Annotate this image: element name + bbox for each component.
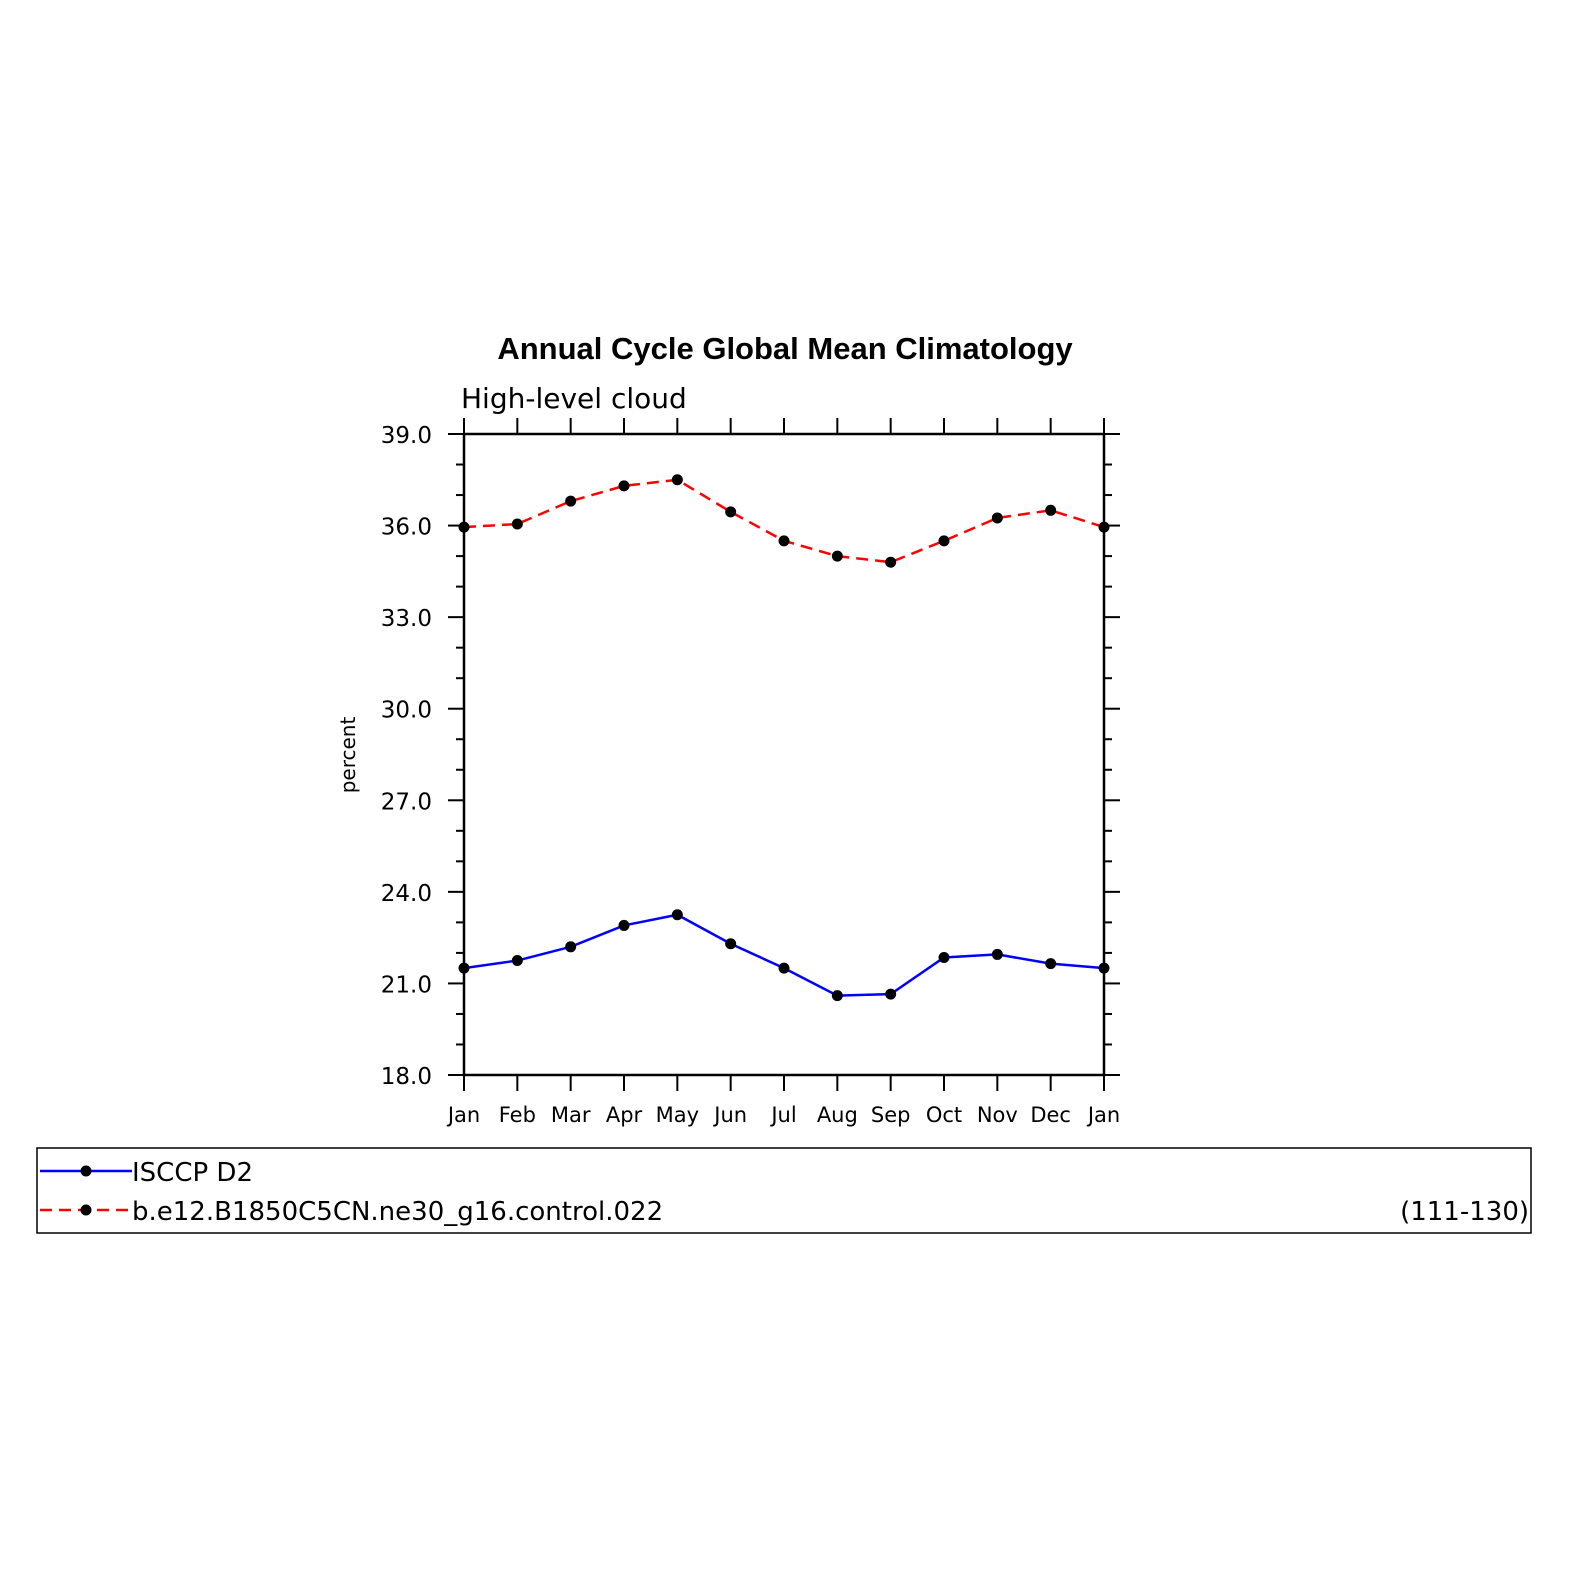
x-tick-label: Dec [1030,1103,1071,1127]
series-1-point [778,535,790,547]
legend-label-model: b.e12.B1850C5CN.ne30_g16.control.022 [132,1197,663,1227]
legend-box [36,1147,1532,1234]
plot-frame [462,432,1106,1077]
x-tick-label: Apr [606,1103,643,1127]
series-1-point [938,535,950,547]
series-1-point [991,512,1003,524]
series-1-point [831,550,843,562]
series-layer [458,474,1110,1002]
y-tick-label: 18.0 [381,1064,432,1090]
y-tick-label: 39.0 [381,423,432,449]
x-tick-label: Jan [1086,1103,1120,1127]
series-1-point [1045,504,1057,516]
series-1-point [565,495,577,507]
series-0-point [565,941,577,953]
x-tick-label: Jun [712,1103,747,1127]
series-1-point [618,480,630,492]
x-tick-label: Jan [446,1103,480,1127]
series-0-point [831,990,843,1002]
x-tick-label: Aug [817,1103,858,1127]
series-1-point [725,506,737,518]
series-0-point [1045,958,1057,970]
series-0-point [938,951,950,963]
y-tick-label: 24.0 [381,881,432,907]
y-axis-label: percent [336,717,360,794]
series-1-point [885,556,897,568]
series-0-point [991,948,1003,960]
legend-marker-model [80,1204,92,1216]
series-1-point [511,518,523,530]
series-0-point [511,955,523,967]
legend: ISCCP D2 b.e12.B1850C5CN.ne30_g16.contro… [36,1147,1532,1234]
series-line-1 [463,478,1105,564]
y-tick-label: 30.0 [381,698,432,724]
x-tick-label: Jul [769,1103,796,1127]
axis-ticks [448,418,1120,1091]
legend-years: (111-130) [1400,1197,1529,1227]
legend-label-isccp: ISCCP D2 [132,1158,253,1188]
series-1-point [671,474,683,486]
x-tick-labels: Jan Feb Mar Apr May Jun Jul Aug Sep Oct Nov Dec Jan [446,1103,1120,1127]
series-0-point [618,919,630,931]
x-tick-label: Nov [977,1103,1018,1127]
series-0-point [778,962,790,974]
series-0-point [725,938,737,950]
series-0-point [671,909,683,921]
y-tick-label: 33.0 [381,606,432,632]
chart-title: Annual Cycle Global Mean Climatology [497,331,1073,366]
y-tick-label: 36.0 [381,515,432,541]
x-tick-label: May [656,1103,699,1127]
y-tick-label: 27.0 [381,789,432,815]
chart-subtitle: High-level cloud [461,382,687,415]
series-line-0 [463,913,1105,997]
legend-marker-isccp [80,1165,92,1177]
x-tick-label: Feb [499,1103,536,1127]
series-0-point [885,988,897,1000]
y-tick-labels: 18.0 21.0 24.0 27.0 30.0 33.0 36.0 39.0 [381,423,432,1090]
x-tick-label: Mar [551,1103,591,1127]
x-tick-label: Oct [926,1103,962,1127]
y-tick-label: 21.0 [381,972,432,998]
x-tick-label: Sep [871,1103,911,1127]
